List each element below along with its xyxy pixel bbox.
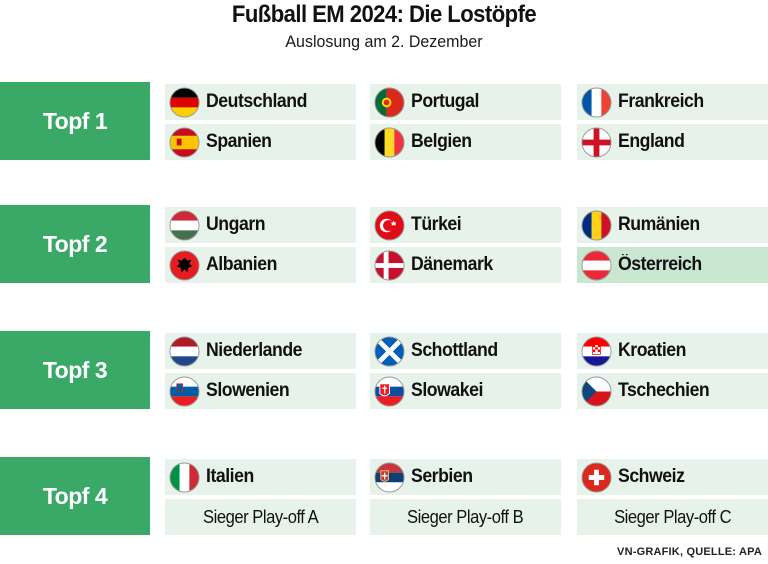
- team-name: Türkei: [411, 214, 462, 235]
- croatia-flag-icon: [581, 335, 612, 367]
- team-name: Spanien: [206, 131, 272, 152]
- england-flag-icon: [581, 126, 612, 158]
- team-cell: Schweiz: [577, 459, 768, 495]
- slovenia-flag-icon: [169, 375, 200, 407]
- team-cell: Spanien: [165, 124, 356, 160]
- italy-flag-icon: [169, 461, 200, 493]
- team-name: Slowakei: [411, 380, 483, 401]
- team-name: Ungarn: [206, 214, 266, 235]
- team-name: Kroatien: [618, 340, 686, 361]
- team-cell: Deutschland: [165, 84, 356, 120]
- team-name: Dänemark: [411, 254, 493, 275]
- source-credit: VN-GRAFIK, QUELLE: APA: [617, 546, 762, 558]
- playoff-winner-label: Sieger Play-off C: [613, 506, 732, 527]
- france-flag-icon: [581, 86, 612, 118]
- romania-flag-icon: [581, 209, 612, 241]
- pot-1: Topf 1 Deutschland Portugal Frankreich S…: [0, 82, 768, 160]
- playoff-winner-label: Sieger Play-off A: [202, 506, 319, 527]
- team-cell: Ungarn: [165, 207, 356, 243]
- pot-3: Topf 3 Niederlande Schottland Kroatien S…: [0, 331, 768, 409]
- team-name: Albanien: [206, 254, 277, 275]
- team-cell: Albanien: [165, 247, 356, 283]
- team-name: Frankreich: [618, 91, 704, 112]
- page-subtitle: Auslosung am 2. Dezember: [285, 32, 483, 51]
- serbia-flag-icon: [374, 461, 405, 493]
- spain-flag-icon: [169, 126, 200, 158]
- team-cell: Türkei: [370, 207, 561, 243]
- team-name: Portugal: [411, 91, 479, 112]
- slovakia-flag-icon: [374, 375, 405, 407]
- playoff-cell: Sieger Play-off B: [370, 499, 561, 535]
- team-name: Deutschland: [206, 91, 307, 112]
- hungary-flag-icon: [169, 209, 200, 241]
- denmark-flag-icon: [374, 249, 405, 281]
- team-name: Italien: [206, 466, 254, 487]
- germany-flag-icon: [169, 86, 200, 118]
- page-title: Fußball EM 2024: Die Lostöpfe: [231, 1, 537, 28]
- team-cell: Dänemark: [370, 247, 561, 283]
- albania-flag-icon: [169, 249, 200, 281]
- team-cell-highlighted: Österreich: [577, 247, 768, 283]
- pot-label: Topf 4: [0, 457, 150, 535]
- team-name: Tschechien: [618, 380, 710, 401]
- scotland-flag-icon: [374, 335, 405, 367]
- pot-2: Topf 2 Ungarn Türkei Rumänien Albanien D…: [0, 205, 768, 283]
- playoff-cell: Sieger Play-off C: [577, 499, 768, 535]
- team-cell: Rumänien: [577, 207, 768, 243]
- team-cell: Tschechien: [577, 373, 768, 409]
- team-cell: Belgien: [370, 124, 561, 160]
- playoff-winner-label: Sieger Play-off B: [407, 506, 524, 527]
- playoff-cell: Sieger Play-off A: [165, 499, 356, 535]
- team-name: Niederlande: [206, 340, 303, 361]
- team-name: Schweiz: [618, 466, 685, 487]
- team-cell: Schottland: [370, 333, 561, 369]
- team-name: Rumänien: [618, 214, 700, 235]
- austria-flag-icon: [581, 249, 612, 281]
- team-name: England: [618, 131, 685, 152]
- team-cell: Slowenien: [165, 373, 356, 409]
- team-name: Serbien: [411, 466, 473, 487]
- portugal-flag-icon: [374, 86, 405, 118]
- team-cell: Portugal: [370, 84, 561, 120]
- turkey-flag-icon: [374, 209, 405, 241]
- team-name: Belgien: [411, 131, 472, 152]
- pot-label: Topf 3: [0, 331, 150, 409]
- belgium-flag-icon: [374, 126, 405, 158]
- team-name: Österreich: [618, 254, 702, 275]
- pot-label: Topf 2: [0, 205, 150, 283]
- pot-label: Topf 1: [0, 82, 150, 160]
- team-cell: Serbien: [370, 459, 561, 495]
- team-cell: England: [577, 124, 768, 160]
- netherlands-flag-icon: [169, 335, 200, 367]
- team-name: Slowenien: [206, 380, 290, 401]
- switzerland-flag-icon: [581, 461, 612, 493]
- team-cell: Slowakei: [370, 373, 561, 409]
- team-cell: Frankreich: [577, 84, 768, 120]
- team-name: Schottland: [411, 340, 498, 361]
- team-cell: Kroatien: [577, 333, 768, 369]
- pot-4: Topf 4 Italien Serbien Schweiz Sieger Pl…: [0, 457, 768, 535]
- team-cell: Italien: [165, 459, 356, 495]
- team-cell: Niederlande: [165, 333, 356, 369]
- czechia-flag-icon: [581, 375, 612, 407]
